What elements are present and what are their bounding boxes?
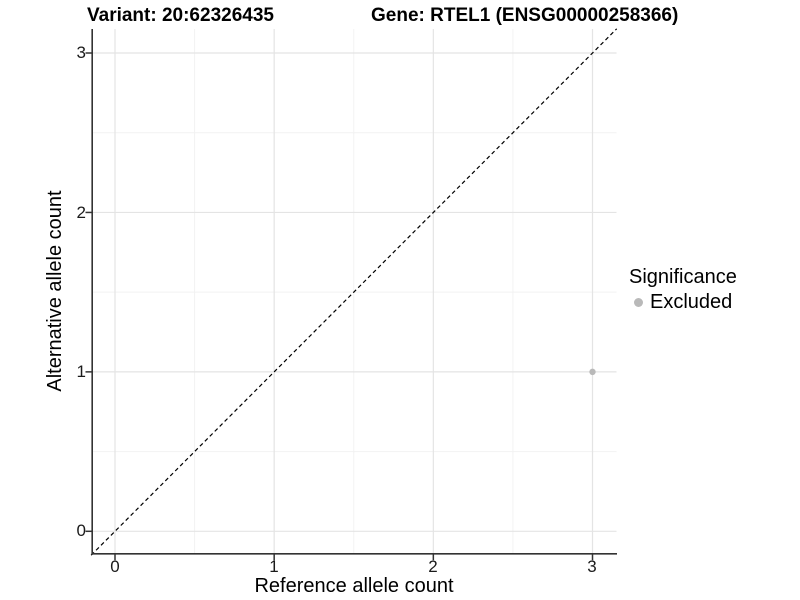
- legend-title: Significance: [629, 266, 737, 288]
- gene-title: Gene: RTEL1 (ENSG00000258366): [371, 5, 679, 26]
- y-axis-title: Alternative allele count: [44, 190, 66, 392]
- y-tick-label-1: 1: [76, 362, 86, 381]
- x-tick-label-1: 1: [269, 557, 279, 576]
- variant-title: Variant: 20:62326435: [87, 5, 274, 26]
- y-tick-label-0: 0: [76, 521, 86, 540]
- x-tick-label-3: 3: [587, 557, 597, 576]
- x-tick-label-0: 0: [110, 557, 120, 576]
- x-tick-label-2: 2: [428, 557, 438, 576]
- identity-dashed-line: [90, 28, 618, 556]
- x-axis-title: Reference allele count: [254, 575, 454, 597]
- legend-item-label: Excluded: [650, 291, 733, 313]
- axis-tick-marks: [85, 52, 594, 561]
- excluded-point-icon: [634, 297, 643, 307]
- data-points: [589, 368, 596, 376]
- legend: Significance Excluded: [629, 265, 737, 313]
- y-tick-label-3: 3: [76, 43, 86, 62]
- y-tick-label-2: 2: [76, 202, 86, 222]
- legend-item-excluded: Excluded: [629, 291, 737, 313]
